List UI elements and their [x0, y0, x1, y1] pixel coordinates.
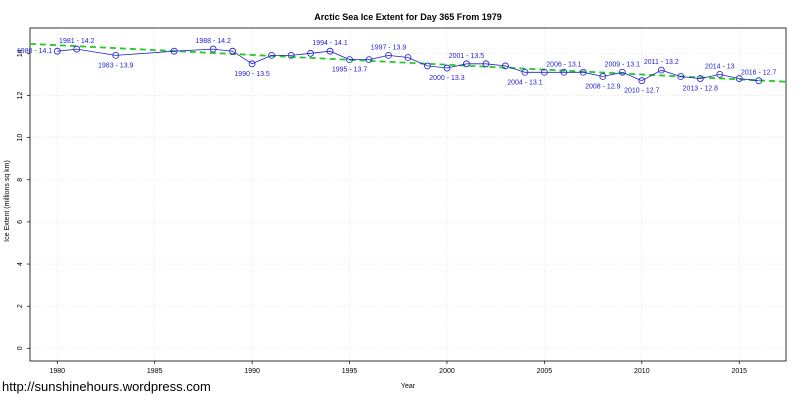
x-tick-label: 2010: [634, 368, 650, 375]
data-point: [229, 47, 237, 55]
data-point: [579, 68, 587, 76]
data-label: 1995 - 13.7: [332, 67, 368, 74]
data-point: [521, 68, 529, 76]
x-tick-label: 1985: [147, 368, 163, 375]
y-tick-label: 8: [17, 178, 24, 182]
data-point: [346, 56, 353, 64]
data-point: [326, 47, 334, 55]
data-point: [170, 47, 178, 55]
y-tick-label: 4: [17, 262, 24, 266]
data-point: [385, 51, 392, 59]
data-series: [53, 45, 763, 85]
data-point: [73, 45, 81, 53]
x-tick-label: 2015: [731, 368, 747, 375]
y-axis-label: Ice Extent (millions sq km): [4, 160, 11, 242]
grid: [30, 28, 786, 361]
data-point: [443, 64, 451, 72]
data-label: 2016 - 12.7: [741, 70, 777, 77]
data-point: [404, 54, 412, 61]
series-line: [57, 48, 759, 82]
data-point: [424, 62, 431, 70]
data-label: 1981 - 14.2: [59, 38, 95, 45]
y-tick-label: 2: [17, 304, 24, 308]
data-point: [716, 70, 724, 78]
data-label: 1994 - 14.1: [312, 40, 348, 47]
data-label: 1990 - 13.5: [234, 71, 270, 78]
data-point: [209, 45, 217, 53]
x-tick-label: 2000: [439, 368, 455, 375]
data-point: [618, 68, 626, 76]
data-point: [599, 73, 607, 80]
x-tick-label: 1995: [342, 368, 358, 375]
data-point: [463, 60, 470, 68]
data-label: 2001 - 13.5: [449, 53, 485, 60]
data-label: 2000 - 13.3: [429, 75, 465, 82]
y-tick-label: 12: [17, 91, 24, 99]
y-axis: 0 2 4 6 8 10 12 14: [17, 49, 30, 350]
y-tick-label: 14: [17, 49, 24, 57]
y-tick-label: 0: [17, 346, 24, 350]
data-point: [560, 68, 568, 76]
data-point: [268, 51, 276, 59]
data-point: [287, 51, 295, 59]
data-point: [112, 51, 120, 59]
data-label: 1983 - 13.9: [98, 62, 134, 69]
x-axis: 1980 1985 1990 1995 2000 2005 2010 2015: [49, 361, 747, 375]
data-point: [502, 62, 509, 70]
data-point: [677, 73, 685, 80]
data-label: 2009 - 13.1: [605, 61, 641, 68]
plot-border: [29, 27, 787, 362]
data-point: [53, 47, 61, 55]
data-label: 2011 - 13.2: [644, 59, 679, 66]
data-label: 2008 - 12.9: [585, 83, 621, 90]
data-point: [696, 75, 704, 82]
data-point: [307, 49, 314, 57]
data-label: 1980 - 14.1: [17, 48, 53, 55]
source-watermark: http://sunshinehours.wordpress.com: [2, 379, 211, 394]
x-tick-label: 1990: [244, 368, 260, 375]
x-tick-label: 2005: [537, 368, 553, 375]
data-label: 2004 - 13.1: [507, 79, 543, 86]
data-point: [248, 60, 256, 68]
trend-line-path: [29, 42, 787, 83]
data-point: [755, 77, 763, 85]
y-tick-label: 10: [17, 134, 24, 142]
data-point: [735, 75, 743, 82]
data-point: [638, 77, 646, 85]
data-labels: 1980 - 14.1 1981 - 14.2 1983 - 13.9 1988 - …: [17, 38, 777, 95]
data-point: [540, 68, 548, 76]
x-axis-label: Year: [401, 383, 416, 390]
data-label: 1988 - 14.2: [195, 38, 231, 45]
data-label: 2010 - 12.7: [624, 88, 660, 95]
data-label: 2014 - 13: [705, 63, 735, 70]
data-label: 2013 - 12.8: [683, 86, 719, 93]
data-point: [657, 66, 665, 74]
chart-title: Arctic Sea Ice Extent for Day 365 From 1…: [314, 12, 502, 22]
x-tick-label: 1980: [49, 368, 65, 375]
y-tick-label: 6: [17, 220, 24, 224]
data-label: 2006 - 13.1: [546, 61, 582, 68]
data-label: 1997 - 13.9: [371, 44, 407, 51]
trend-line: [29, 42, 787, 83]
data-point: [482, 60, 490, 68]
data-point: [365, 56, 373, 64]
